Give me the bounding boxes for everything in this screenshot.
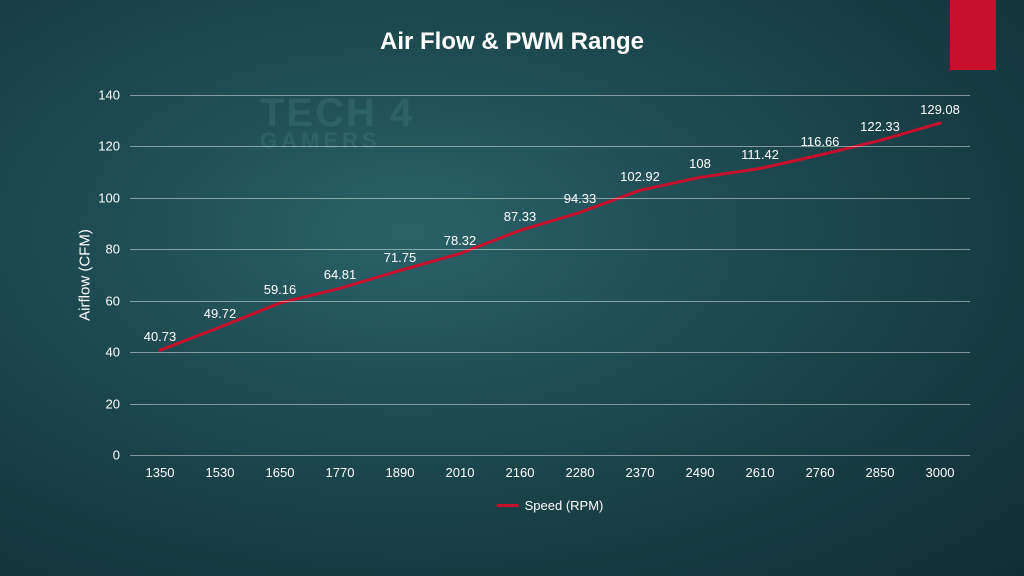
y-tick-label: 100 (98, 190, 120, 205)
gridline (130, 146, 970, 147)
x-tick-label: 1770 (326, 465, 355, 480)
y-tick-label: 0 (113, 448, 120, 463)
x-tick-label: 3000 (926, 465, 955, 480)
y-tick-label: 120 (98, 139, 120, 154)
data-label: 116.66 (801, 134, 840, 149)
x-tick-label: 2280 (566, 465, 595, 480)
data-label: 59.16 (264, 282, 297, 297)
x-tick-label: 2850 (866, 465, 895, 480)
data-label: 40.73 (144, 329, 177, 344)
chart-area: Airflow (CFM) Speed (RPM) 0 20 40 60 80 100 12… (60, 95, 980, 525)
gridline (130, 301, 970, 302)
gridline (130, 352, 970, 353)
y-tick-label: 80 (106, 242, 120, 257)
data-label: 87.33 (504, 209, 537, 224)
gridline (130, 455, 970, 456)
data-label: 111.42 (741, 147, 779, 162)
x-tick-label: 1530 (206, 465, 235, 480)
x-tick-label: 2760 (806, 465, 835, 480)
gridline (130, 249, 970, 250)
x-tick-label: 2160 (506, 465, 535, 480)
x-tick-label: 1650 (266, 465, 295, 480)
data-label: 129.08 (920, 102, 960, 117)
gridline (130, 198, 970, 199)
x-tick-label: 2010 (446, 465, 475, 480)
line-series (130, 95, 970, 455)
data-label: 64.81 (324, 267, 357, 282)
gridline (130, 95, 970, 96)
data-label: 49.72 (204, 306, 237, 321)
data-label: 78.32 (444, 233, 477, 248)
legend: Speed (RPM) (497, 498, 604, 513)
data-label: 102.92 (620, 169, 660, 184)
y-tick-label: 60 (106, 293, 120, 308)
data-label: 94.33 (564, 191, 597, 206)
y-tick-label: 20 (106, 396, 120, 411)
legend-label: Speed (RPM) (525, 498, 604, 513)
x-tick-label: 2370 (626, 465, 655, 480)
line-path (160, 123, 940, 350)
data-label: 108 (689, 156, 711, 171)
x-tick-label: 2490 (686, 465, 715, 480)
x-tick-label: 2610 (746, 465, 775, 480)
y-axis-label: Airflow (CFM) (77, 229, 94, 321)
plot-region: Airflow (CFM) Speed (RPM) 02040608010012… (130, 95, 970, 455)
y-tick-label: 140 (98, 88, 120, 103)
y-tick-label: 40 (106, 345, 120, 360)
x-tick-label: 1890 (386, 465, 415, 480)
x-tick-label: 1350 (146, 465, 175, 480)
chart-title: Air Flow & PWM Range (0, 28, 1024, 56)
data-label: 122.33 (860, 119, 900, 134)
gridline (130, 404, 970, 405)
legend-swatch (497, 504, 519, 507)
data-label: 71.75 (384, 250, 417, 265)
